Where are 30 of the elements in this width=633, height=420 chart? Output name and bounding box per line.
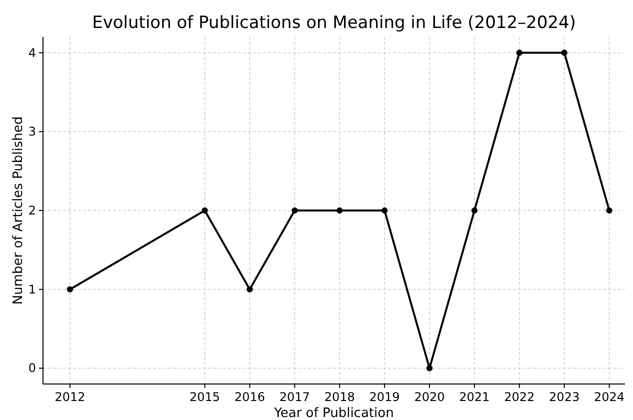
x-tick-label: 2018 xyxy=(324,390,355,404)
point xyxy=(381,207,388,214)
point xyxy=(471,207,478,214)
y-tick-label: 3 xyxy=(28,124,36,139)
x-tick-label: 2024 xyxy=(594,390,625,404)
point xyxy=(292,207,298,214)
x-tick-label: 2012 xyxy=(54,390,86,404)
point xyxy=(561,50,568,56)
point xyxy=(426,365,433,372)
y-axis-title: Number of Articles Published xyxy=(11,116,26,305)
x-axis-title: Year of Publication xyxy=(273,406,394,420)
x-tick-label: 2021 xyxy=(459,390,490,404)
x-tick-label: 2022 xyxy=(504,390,535,404)
point xyxy=(66,286,74,292)
y-tick-label: 0 xyxy=(28,361,36,376)
x-tick-label: 2020 xyxy=(414,390,445,404)
x-tick-label: 2015 xyxy=(190,390,220,404)
y-tick-label: 2 xyxy=(28,204,36,218)
chart-title: Evolution of Publications on Meaning in Life (2012–2024) xyxy=(92,13,576,33)
x-tick-label: 2016 xyxy=(234,390,266,404)
x-tick-label: 2017 xyxy=(279,390,310,404)
point xyxy=(336,207,343,214)
x-tick-label: 2023 xyxy=(549,390,580,404)
point xyxy=(246,286,253,292)
point xyxy=(606,207,612,214)
x-tick-label: 2019 xyxy=(369,390,400,404)
point xyxy=(516,50,522,56)
y-tick-label: 4 xyxy=(28,46,36,60)
y-tick-label: 1 xyxy=(28,282,36,296)
point xyxy=(202,207,208,214)
